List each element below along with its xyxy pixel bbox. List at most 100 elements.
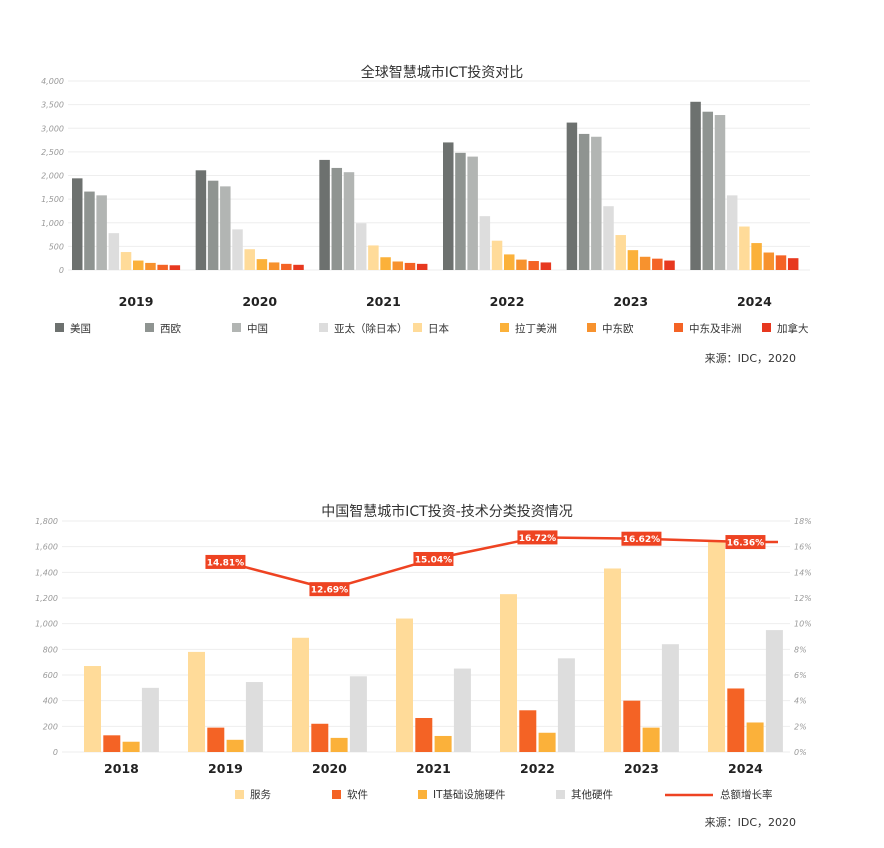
growth-label: 15.04% <box>415 555 453 565</box>
y-tick-label: 1,500 <box>41 195 64 204</box>
bar-2019-3 <box>108 233 120 270</box>
bar-2021-7 <box>404 262 416 270</box>
y-tick-label: 800 <box>43 645 58 654</box>
x-tick-label: 2022 <box>520 761 555 776</box>
legend-label: 中国 <box>247 322 268 335</box>
chart1-source: 来源：IDC，2020 <box>705 351 796 365</box>
bar-2022-8 <box>540 262 552 270</box>
growth-label-box <box>517 530 558 545</box>
bar-2020-0 <box>195 170 207 270</box>
y-tick-label: 3,000 <box>41 124 64 133</box>
y-tick-label: 4,000 <box>41 77 64 86</box>
bar-2018-1 <box>103 735 121 752</box>
y2-tick-label: 16% <box>794 543 812 552</box>
legend-label: 中东欧 <box>602 322 634 335</box>
bar-2023-2 <box>642 727 660 752</box>
bar-2021-0 <box>319 159 330 270</box>
legend-swatch <box>413 323 422 332</box>
legend-swatch <box>145 323 154 332</box>
bar-2024-6 <box>763 252 775 270</box>
growth-label-box <box>309 582 350 597</box>
y-tick-label: 1,800 <box>35 517 58 526</box>
legend-label: 拉丁美洲 <box>515 322 557 335</box>
bar-2022-2 <box>467 156 478 270</box>
bar-2021-3 <box>453 668 471 752</box>
legend-swatch <box>235 790 244 799</box>
bar-2023-0 <box>604 568 621 752</box>
bar-2021-5 <box>380 257 391 270</box>
y2-tick-label: 8% <box>794 645 807 654</box>
chart1-y-axis: 0 500 1,000 1,500 2,000 2,500 3,000 3,500 4,000 <box>41 77 64 275</box>
bar-2019-5 <box>133 260 144 270</box>
bar-2021-4 <box>368 245 379 270</box>
bar-2023-6 <box>639 256 651 270</box>
legend-swatch <box>674 323 683 332</box>
bar-2024-0 <box>708 540 725 752</box>
y-tick-label: 200 <box>43 722 58 731</box>
bar-2022-6 <box>516 259 527 270</box>
legend-label: 亚太（除日本） <box>334 322 408 335</box>
y-tick-label: 0 <box>59 266 64 275</box>
bar-2019-0 <box>72 178 83 270</box>
bar-2021-3 <box>355 223 367 270</box>
bar-2020-4 <box>244 249 255 270</box>
legend-label: 软件 <box>347 788 368 801</box>
bar-2024-8 <box>787 258 799 270</box>
bar-2019-8 <box>169 265 181 270</box>
bar-2020-0 <box>292 637 309 752</box>
bar-2021-0 <box>396 618 413 752</box>
y2-tick-label: 10% <box>794 620 812 629</box>
legend-label: IT基础设施硬件 <box>433 788 506 801</box>
legend-swatch <box>556 790 565 799</box>
y2-tick-label: 2% <box>794 722 807 731</box>
legend-label: 中东及非洲 <box>689 322 742 335</box>
legend-swatch <box>587 323 596 332</box>
bar-2021-1 <box>415 717 433 752</box>
chart2-x-axis: 2018 2019 2020 2021 2022 2023 2024 <box>104 761 763 776</box>
chart1-gridlines <box>68 80 810 271</box>
bar-2023-7 <box>652 258 663 270</box>
bar-2022-3 <box>479 216 491 270</box>
bar-2022-7 <box>528 261 539 270</box>
chart2-title: 中国智慧城市ICT投资-技术分类投资情况 <box>321 503 573 520</box>
chart-global-ict-investment: 全球智慧城市ICT投资对比 0 500 1,000 1,500 2,000 2,500 3,… <box>41 64 810 365</box>
bar-2019-7 <box>157 264 168 270</box>
legend-swatch <box>418 790 427 799</box>
x-tick-label: 2024 <box>737 294 772 309</box>
y2-tick-label: 6% <box>794 671 807 680</box>
bar-2024-2 <box>714 115 726 271</box>
bar-2020-1 <box>207 180 219 270</box>
bar-2022-5 <box>504 254 515 270</box>
growth-label: 16.72% <box>519 534 557 544</box>
legend-label: 美国 <box>70 322 91 335</box>
bar-2020-5 <box>256 259 268 270</box>
bar-2019-3 <box>245 682 263 752</box>
bar-2024-7 <box>775 255 787 270</box>
chart2-legend: 服务 软件 IT基础设施硬件 其他硬件 总额增长率 <box>235 788 773 801</box>
bar-2018-0 <box>84 666 101 752</box>
x-tick-label: 2021 <box>366 294 401 309</box>
bar-2020-2 <box>330 737 348 752</box>
bar-2024-5 <box>751 243 762 270</box>
bar-2019-2 <box>96 195 107 270</box>
bar-2023-1 <box>578 133 590 270</box>
legend-label: 服务 <box>250 788 271 801</box>
legend-swatch <box>500 323 509 332</box>
bar-2020-3 <box>232 229 243 270</box>
growth-label: 12.69% <box>311 586 349 596</box>
legend-label: 日本 <box>428 322 449 335</box>
y-tick-label: 400 <box>43 697 58 706</box>
growth-label: 14.81% <box>207 558 245 568</box>
bar-2022-0 <box>500 594 517 752</box>
bar-2024-4 <box>739 226 750 270</box>
legend-swatch <box>55 323 64 332</box>
bar-2021-2 <box>343 172 355 270</box>
y-tick-label: 500 <box>49 242 64 251</box>
x-tick-label: 2019 <box>208 761 243 776</box>
chart1-title: 全球智慧城市ICT投资对比 <box>361 64 523 81</box>
y2-tick-label: 4% <box>794 697 807 706</box>
chart2-bars <box>84 540 783 752</box>
growth-label: 16.36% <box>727 539 765 549</box>
bar-2023-2 <box>591 136 602 270</box>
bar-2018-2 <box>122 741 140 752</box>
